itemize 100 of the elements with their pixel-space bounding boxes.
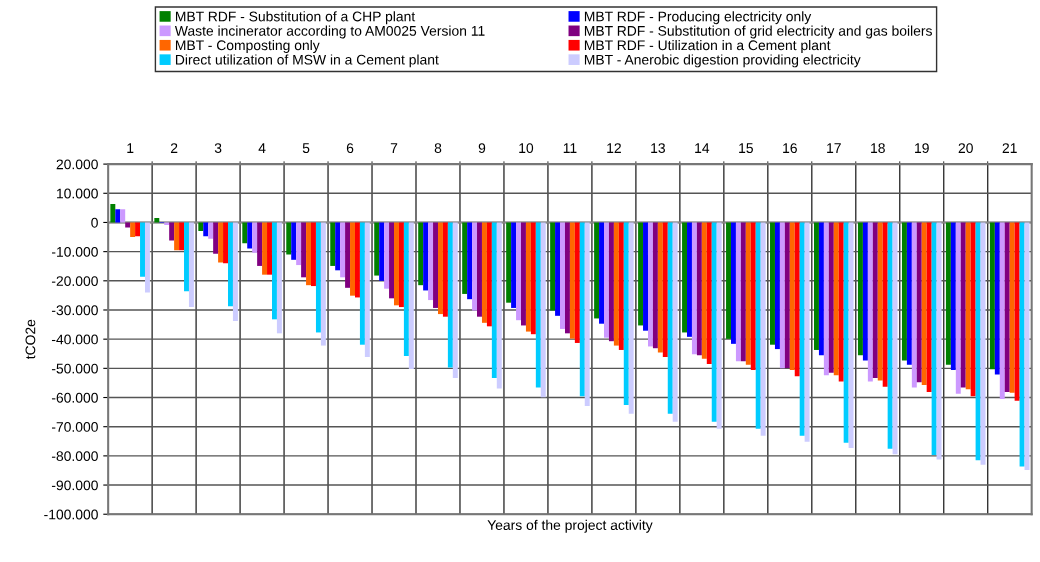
bar: [472, 222, 478, 311]
x-tick-label: 11: [563, 143, 577, 153]
bar: [818, 222, 824, 356]
bar: [447, 222, 453, 368]
bar: [315, 222, 321, 333]
bar: [179, 222, 185, 251]
bar: [311, 222, 316, 287]
bar: [110, 204, 116, 223]
x-tick-label: 13: [651, 143, 665, 154]
bar: [174, 222, 180, 251]
bar: [525, 222, 531, 332]
y-tick-label: 20.000: [56, 159, 98, 170]
bar: [892, 222, 898, 455]
bar: [989, 222, 995, 370]
bar: [433, 222, 438, 308]
bar: [970, 222, 976, 397]
bar: [740, 222, 746, 362]
bar: [496, 222, 502, 389]
bar: [198, 222, 204, 231]
bar: [906, 222, 912, 365]
bar: [271, 222, 277, 320]
x-tick-label: 12: [607, 143, 621, 153]
bar: [164, 222, 170, 226]
bar: [794, 222, 800, 377]
bar: [442, 222, 448, 317]
x-tick-label: 5: [302, 143, 310, 154]
bar: [911, 222, 917, 388]
bar: [262, 222, 268, 275]
bar: [330, 222, 336, 266]
bar: [926, 222, 932, 392]
bar: [662, 222, 668, 357]
bar: [389, 222, 395, 299]
x-tick-label: 21: [1002, 143, 1017, 153]
x-tick-label: 2: [170, 143, 178, 153]
bar: [594, 222, 600, 319]
legend-label: MBT - Composting only: [175, 40, 320, 53]
bar: [135, 222, 141, 237]
bar: [848, 222, 854, 448]
legend-label: Direct utilization of MSW in a Cement plant: [175, 54, 439, 68]
x-tick-label: 20: [958, 143, 973, 154]
x-tick-label: 19: [915, 143, 929, 154]
bar: [652, 222, 658, 349]
bar: [301, 222, 307, 278]
bar: [960, 222, 966, 388]
bar: [701, 222, 707, 359]
bar: [804, 222, 810, 442]
bar: [540, 222, 546, 398]
y-tick-label: 0: [91, 217, 98, 228]
bar: [486, 222, 492, 327]
x-tick-label: 15: [739, 143, 753, 154]
bar: [452, 222, 458, 378]
bar: [403, 222, 409, 357]
bar: [1004, 222, 1010, 392]
bar: [579, 222, 585, 397]
bar: [711, 222, 717, 422]
bar: [618, 222, 624, 350]
bar: [169, 222, 175, 241]
bar: [398, 222, 404, 308]
bar: [374, 222, 380, 276]
bar: [574, 222, 580, 343]
x-tick-label: 4: [258, 143, 266, 153]
bar: [115, 209, 121, 223]
bar: [779, 222, 785, 369]
bar: [916, 222, 922, 383]
y-tick-label: -10.000: [51, 246, 98, 257]
bar: [506, 222, 512, 303]
bar: [887, 222, 893, 449]
bar: [252, 222, 258, 253]
x-tick-label: 8: [434, 143, 442, 154]
legend-label: Waste incinerator according to AM0025 Version 11: [174, 25, 485, 39]
bar: [267, 222, 272, 275]
bar: [770, 222, 775, 345]
bar: [647, 222, 653, 347]
bar: [354, 222, 360, 298]
bar: [228, 222, 233, 307]
bar: [730, 222, 736, 344]
bar: [945, 222, 951, 365]
bar: [511, 222, 517, 308]
y-tick-label: -100.000: [44, 509, 98, 520]
bar: [154, 218, 160, 223]
bar: [657, 222, 663, 353]
bar: [257, 222, 263, 266]
bar: [560, 222, 565, 329]
bar: [394, 222, 399, 306]
bar: [965, 222, 971, 390]
x-axis-title: Years of the project activity: [487, 519, 653, 533]
x-tick-label: 10: [519, 143, 534, 154]
bar: [862, 222, 868, 361]
y-tick-label: -60.000: [51, 392, 98, 403]
bar: [980, 222, 986, 465]
bar: [604, 222, 609, 338]
bar: [481, 222, 487, 323]
bar: [144, 222, 150, 293]
bar: [286, 222, 292, 255]
bar: [950, 222, 956, 371]
bar: [276, 222, 282, 334]
bar: [921, 222, 927, 385]
bar: [823, 222, 829, 376]
bar: [213, 222, 219, 254]
bar: [716, 222, 722, 429]
